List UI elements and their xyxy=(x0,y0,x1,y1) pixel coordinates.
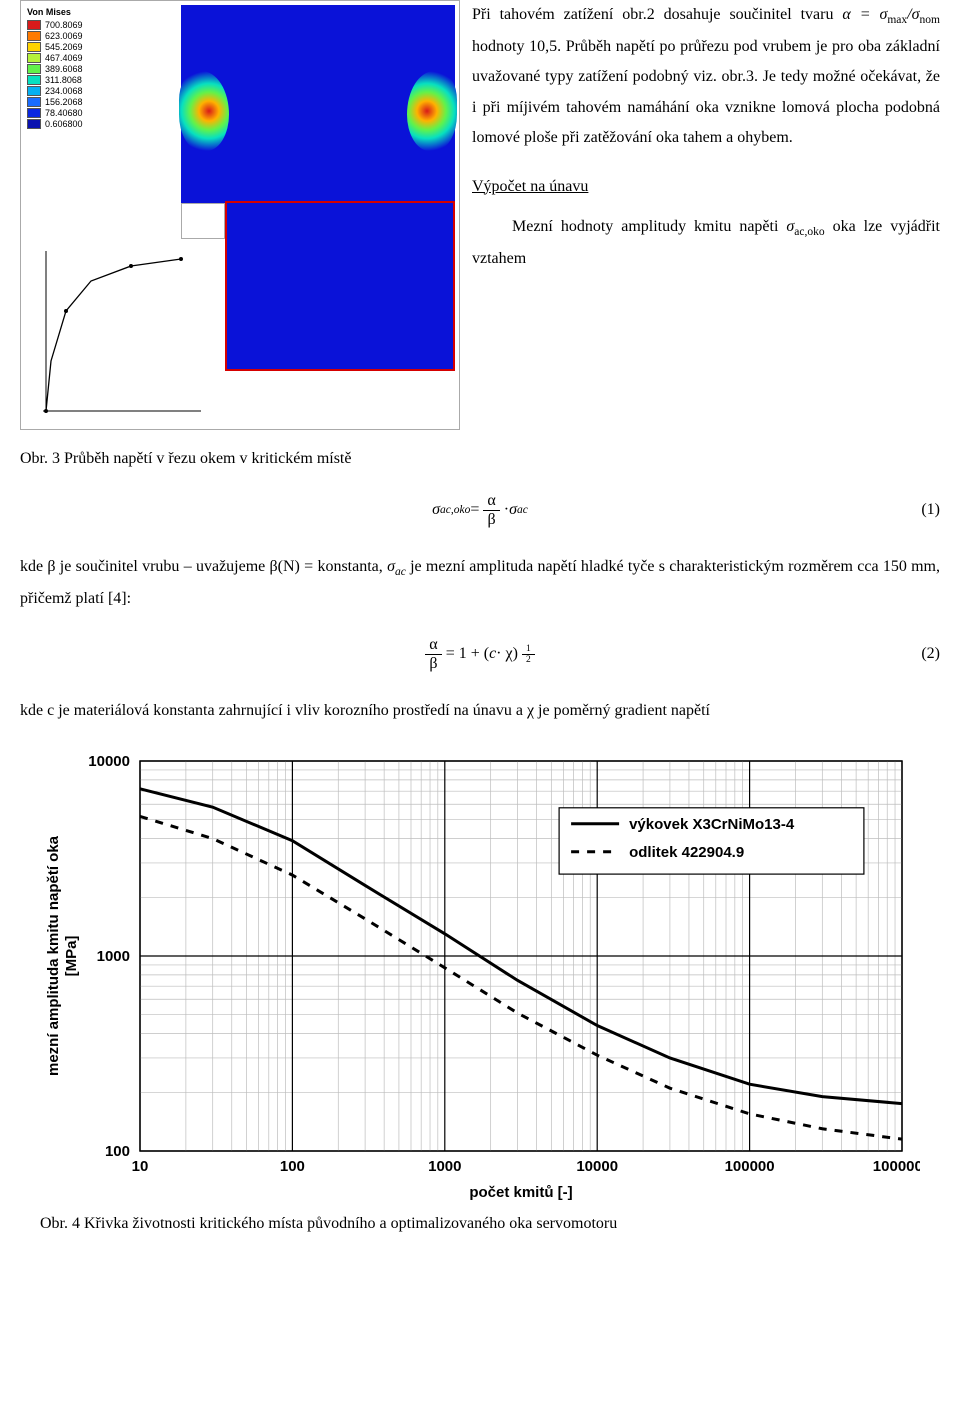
equation-2: αβ = 1 + (c · χ)12 (2) xyxy=(20,630,940,678)
fea-legend-swatch xyxy=(27,75,41,85)
fea-legend-swatch xyxy=(27,64,41,74)
svg-text:10000: 10000 xyxy=(576,1158,618,1175)
svg-text:mezní amplituda kmitu napětí o: mezní amplituda kmitu napětí oka[MPa] xyxy=(45,835,80,1076)
fea-legend-row: 156.2068 xyxy=(27,96,83,107)
fea-legend-row: 0.606800 xyxy=(27,118,83,129)
fea-legend-swatch xyxy=(27,97,41,107)
figure-4-caption: Obr. 4 Křivka životnosti kritického míst… xyxy=(40,1215,920,1233)
paragraph-2: Mezní hodnoty amplitudy kmitu napěti σac… xyxy=(472,212,940,274)
fea-legend-row: 623.0069 xyxy=(27,30,83,41)
fea-legend-title: Von Mises xyxy=(27,7,83,17)
fea-legend-row: 311.8068 xyxy=(27,74,83,85)
fea-stress-curve xyxy=(31,241,211,421)
fea-contour-image: Von Mises 700.8069623.0069545.2069467.40… xyxy=(20,0,460,430)
svg-text:1000000: 1000000 xyxy=(873,1158,920,1175)
svg-text:10000: 10000 xyxy=(88,753,130,770)
paragraph-after-eq2: kde c je materiálová konstanta zahrnujíc… xyxy=(20,696,940,726)
fea-legend-value: 467.4069 xyxy=(45,53,83,63)
fea-legend-swatch xyxy=(27,53,41,63)
paragraph-after-eq1: kde β je součinitel vrubu – uvažujeme β(… xyxy=(20,552,940,614)
figure-3-caption: Obr. 3 Průběh napětí v řezu okem v kriti… xyxy=(20,450,940,468)
svg-text:1000: 1000 xyxy=(428,1158,461,1175)
fea-legend-value: 700.8069 xyxy=(45,20,83,30)
paragraph-1: Při tahovém zatížení obr.2 dosahuje souč… xyxy=(472,0,940,154)
fea-legend-swatch xyxy=(27,31,41,41)
fea-legend-row: 467.4069 xyxy=(27,52,83,63)
fea-legend-swatch xyxy=(27,108,41,118)
equation-1-number: (1) xyxy=(921,501,940,519)
fea-legend-swatch xyxy=(27,20,41,30)
fea-legend-value: 156.2068 xyxy=(45,97,83,107)
fea-legend-swatch xyxy=(27,119,41,129)
fea-legend-value: 623.0069 xyxy=(45,31,83,41)
fea-cutout xyxy=(181,203,225,239)
fea-legend-value: 311.8068 xyxy=(45,75,82,85)
fea-hotspot-right xyxy=(407,71,457,151)
equation-1: σac,oko = αβ · σac (1) xyxy=(20,486,940,534)
fea-legend-value: 234.0068 xyxy=(45,86,83,96)
fea-legend-value: 0.606800 xyxy=(45,119,83,129)
svg-text:výkovek X3CrNiMo13-4: výkovek X3CrNiMo13-4 xyxy=(629,816,795,833)
svg-text:100: 100 xyxy=(280,1158,305,1175)
fea-legend-value: 545.2069 xyxy=(45,42,83,52)
fea-legend-row: 234.0068 xyxy=(27,85,83,96)
fea-legend-row: 389.6068 xyxy=(27,63,83,74)
fea-legend-swatch xyxy=(27,42,41,52)
sn-curve-chart: 101001000100001000001000000100100010000p… xyxy=(40,747,920,1207)
svg-text:100: 100 xyxy=(105,1143,130,1160)
fea-legend-value: 78.40680 xyxy=(45,108,83,118)
fea-legend-row: 545.2069 xyxy=(27,41,83,52)
fea-legend-swatch xyxy=(27,86,41,96)
fea-zoom-box xyxy=(225,201,455,371)
fea-legend-row: 700.8069 xyxy=(27,19,83,30)
svg-text:100000: 100000 xyxy=(725,1158,775,1175)
fea-legend: Von Mises 700.8069623.0069545.2069467.40… xyxy=(27,7,83,129)
svg-text:počet kmitů [-]: počet kmitů [-] xyxy=(469,1184,572,1201)
svg-text:10: 10 xyxy=(132,1158,149,1175)
section-heading-fatigue: Výpočet na únavu xyxy=(472,172,940,202)
svg-text:1000: 1000 xyxy=(97,948,130,965)
equation-2-number: (2) xyxy=(921,645,940,663)
fea-legend-row: 78.40680 xyxy=(27,107,83,118)
fea-legend-value: 389.6068 xyxy=(45,64,83,74)
svg-text:odlitek 422904.9: odlitek 422904.9 xyxy=(629,844,744,861)
